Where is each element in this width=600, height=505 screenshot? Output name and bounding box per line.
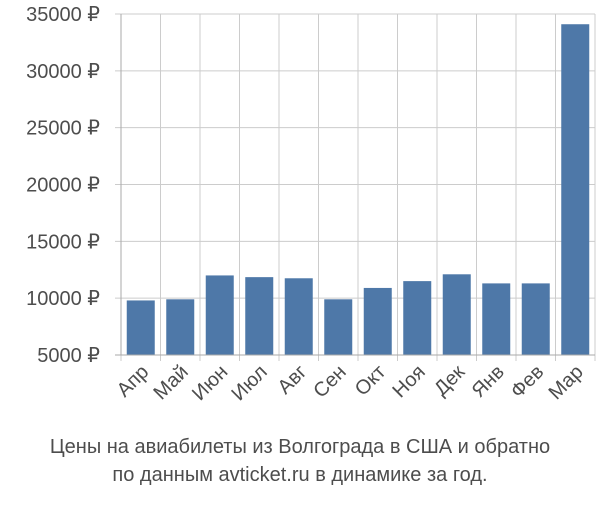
y-tick-labels: 5000 ₽ 10000 ₽ 15000 ₽ 20000 ₽ 25000 ₽ 30000 … <box>26 4 100 367</box>
bar-Янв <box>482 283 511 355</box>
x-tick-label: Июл <box>228 361 272 405</box>
y-tick-label: 5000 ₽ <box>37 345 100 367</box>
x-tick-label: Дек <box>430 361 469 400</box>
bar-Апр <box>126 300 155 355</box>
grid-layer <box>115 13 595 356</box>
bar-Ноя <box>403 281 432 355</box>
bar-Сен <box>324 299 353 355</box>
x-tick-label: Окт <box>351 361 390 400</box>
bar-Фев <box>521 283 550 355</box>
bar-Июл <box>245 277 274 355</box>
bar-Май <box>166 299 195 355</box>
x-tick-label: Сен <box>309 361 350 402</box>
chart-caption-line-2: по данным avticket.ru в динамике за год. <box>112 464 488 486</box>
x-tick-label: Ноя <box>388 361 429 402</box>
bar-Авг <box>284 278 313 355</box>
x-tick-label: Май <box>150 361 193 404</box>
y-tick-label: 25000 ₽ <box>26 118 100 140</box>
x-tick-label: Апр <box>113 361 154 402</box>
bar-layer <box>126 24 590 355</box>
x-tick-label: Янв <box>468 361 509 402</box>
y-tick-label: 20000 ₽ <box>26 175 100 197</box>
bar-Мар <box>561 24 590 355</box>
x-tick-label: Июн <box>188 361 232 405</box>
x-tick-label: Авг <box>274 361 312 399</box>
y-tick-label: 30000 ₽ <box>26 61 100 83</box>
y-tick-label: 15000 ₽ <box>26 231 100 253</box>
chart-caption-line-1: Цены на авиабилеты из Волгограда в США и… <box>49 436 551 458</box>
bar-Июн <box>205 275 234 355</box>
bar-Окт <box>363 287 392 355</box>
y-tick-label: 35000 ₽ <box>26 4 100 26</box>
x-tick-label: Мар <box>545 361 588 404</box>
axis-layer <box>115 14 596 361</box>
x-tick-label: Фев <box>507 361 549 403</box>
bar-Дек <box>442 274 471 355</box>
y-tick-label: 10000 ₽ <box>26 288 100 310</box>
